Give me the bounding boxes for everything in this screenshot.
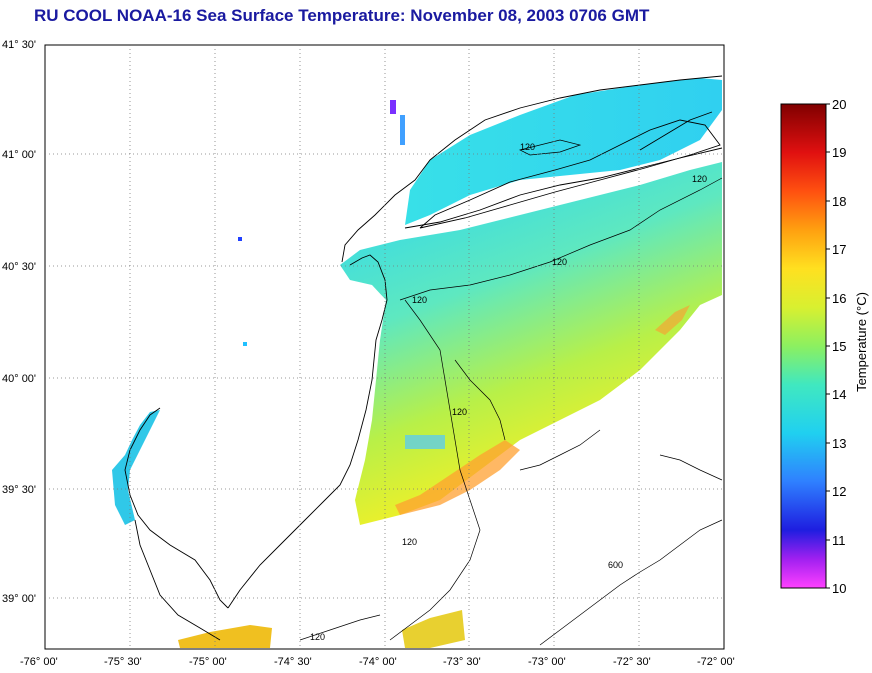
colorbar-label: 11 [832, 533, 846, 548]
colorbar-label: 20 [832, 97, 846, 112]
map-title: RU COOL NOAA-16 Sea Surface Temperature:… [34, 6, 650, 25]
southern-sst-patch-2 [402, 610, 465, 648]
cloud-speck [405, 435, 445, 449]
contour-label: 600 [608, 560, 623, 570]
colorbar-label: 10 [832, 581, 846, 596]
lon-label: -73° 30' [443, 656, 481, 668]
colorbar-label: 16 [832, 291, 846, 306]
graticule [45, 45, 724, 649]
lon-label: -72° 00' [697, 656, 735, 668]
lon-label: -72° 30' [613, 656, 651, 668]
cloud-speck [243, 342, 247, 346]
contour-label: 120 [310, 632, 325, 642]
contour-label: 120 [402, 537, 417, 547]
colorbar-title: Temperature (°C) [854, 292, 869, 392]
delaware-bay-sst [112, 410, 160, 525]
colorbar-label: 19 [832, 145, 846, 160]
contour-label: 120 [692, 174, 707, 184]
cloud-speck [390, 100, 396, 114]
colorbar-label: 14 [832, 387, 846, 402]
lat-label: 40° 30' [2, 261, 36, 273]
colorbar-label: 17 [832, 242, 846, 257]
cloud-speck [400, 115, 405, 145]
lat-label: 39° 00' [2, 593, 36, 605]
contour-label: 120 [452, 407, 467, 417]
lon-label: -75° 30' [104, 656, 142, 668]
contour-label: 120 [520, 142, 535, 152]
lat-label: 39° 30' [2, 484, 36, 496]
lat-label: 41° 00' [2, 149, 36, 161]
lon-label: -76° 00' [20, 656, 58, 668]
colorbar-label: 18 [832, 194, 846, 209]
colorbar-label: 12 [832, 484, 846, 499]
lon-label: -74° 00' [359, 656, 397, 668]
southern-sst-patch [178, 625, 272, 648]
lon-label: -75° 00' [189, 656, 227, 668]
colorbar-label: 13 [832, 436, 846, 451]
lon-label: -73° 00' [528, 656, 566, 668]
coastline [124, 75, 723, 641]
shelf-sst-region [340, 162, 722, 525]
warm-front [395, 440, 520, 515]
contour-label: 120 [412, 295, 427, 305]
sound-sst-region [405, 78, 722, 225]
cloud-speck [238, 237, 242, 241]
warm-front-2 [655, 305, 690, 335]
colorbar-label: 15 [832, 339, 846, 354]
lat-label: 40° 00' [2, 373, 36, 385]
lat-label: 41° 30' [2, 39, 36, 51]
bathymetry-contours [299, 139, 723, 646]
colorbar-ticks [826, 103, 830, 589]
colorbar [780, 103, 827, 589]
lon-label: -74° 30' [274, 656, 312, 668]
contour-label: 120 [552, 257, 567, 267]
